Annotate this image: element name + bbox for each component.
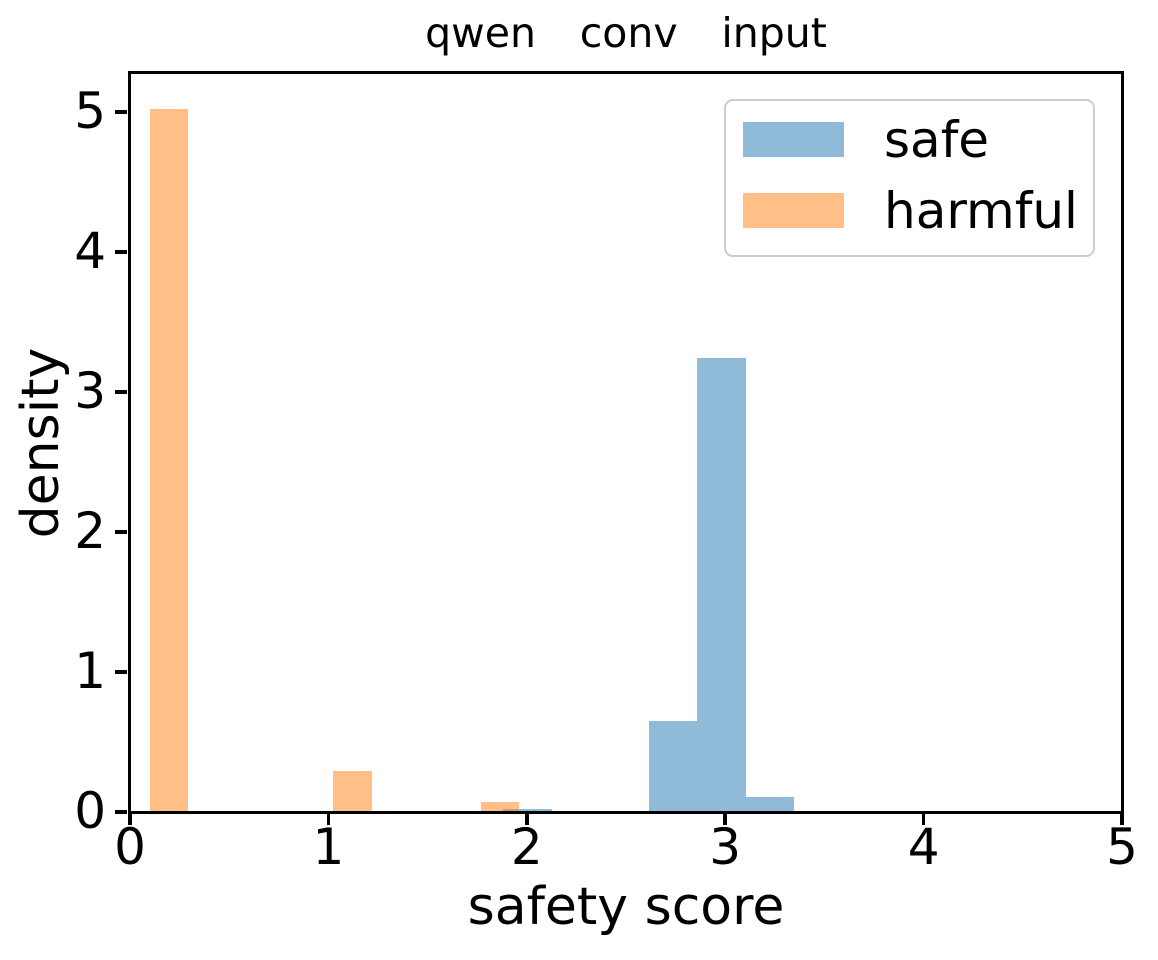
x-tick-mark: [525, 814, 529, 825]
legend-label: harmful: [884, 181, 1078, 240]
y-tick-label: 1: [74, 642, 106, 700]
y-tick-mark: [115, 530, 127, 534]
y-tick-mark: [115, 390, 127, 394]
y-tick-label: 4: [74, 222, 106, 280]
x-tick-mark: [1120, 814, 1124, 825]
x-tick-mark: [128, 814, 132, 825]
x-tick-label: 4: [907, 818, 940, 876]
x-tick-label: 2: [510, 818, 543, 876]
plot-area: [130, 73, 1122, 812]
y-tick-mark: [115, 110, 127, 114]
safe-histogram-bar: [697, 358, 746, 812]
legend-safe-swatch: [743, 122, 844, 157]
y-tick-mark: [115, 250, 127, 254]
safe-histogram-bar: [648, 721, 698, 812]
safe-histogram-bar: [745, 796, 795, 812]
legend-harmful-swatch: [743, 193, 844, 228]
y-tick-label: 2: [74, 502, 106, 560]
harmful-histogram-bar: [150, 109, 189, 812]
x-tick-mark: [326, 814, 331, 825]
legend-row-harmful: harmful: [743, 186, 1093, 236]
harmful-histogram-bar: [480, 802, 520, 812]
x-tick-label: 3: [709, 818, 742, 876]
x-axis-label: safety score: [467, 877, 785, 937]
y-tick-label: 3: [74, 362, 106, 420]
harmful-histogram-bar: [333, 771, 372, 812]
x-tick-mark: [921, 814, 926, 825]
safe-histogram-bar: [503, 809, 552, 812]
y-tick-label: 0: [74, 782, 106, 840]
x-tick-label: 5: [1106, 818, 1138, 876]
y-tick-mark: [115, 810, 127, 814]
legend-label: safe: [884, 110, 990, 169]
x-tick-label: 0: [114, 818, 146, 876]
legend-row-safe: safe: [743, 115, 1093, 165]
y-axis-label: density: [11, 347, 71, 539]
y-tick-label: 5: [74, 82, 106, 141]
x-tick-mark: [723, 814, 727, 825]
x-tick-label: 1: [312, 818, 345, 876]
chart-title: qwen conv input: [425, 9, 827, 57]
y-tick-mark: [115, 670, 127, 674]
legend: safe harmful: [724, 99, 1095, 257]
